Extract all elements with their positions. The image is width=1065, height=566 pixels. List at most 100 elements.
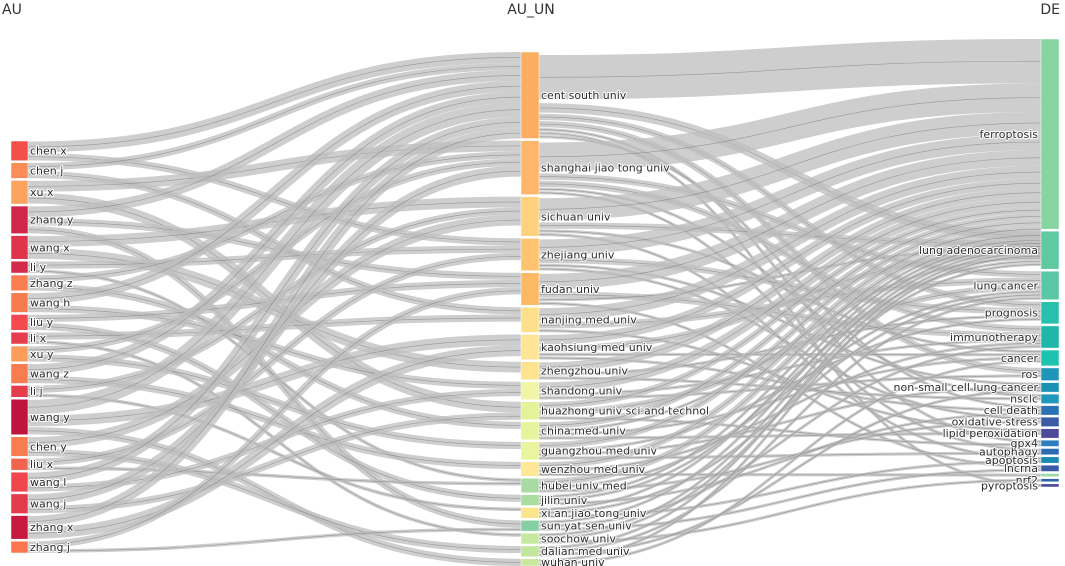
node-au-8	[10, 314, 29, 331]
link-edge-au-au-un-34	[27, 122, 522, 479]
node-au-7	[10, 292, 29, 313]
node-label-de-0: ferroptosis	[979, 128, 1038, 141]
node-au-10	[10, 345, 29, 363]
link-edge-au-un-de-7	[538, 97, 1042, 158]
link-edge-au-au-un-32	[27, 256, 522, 463]
node-label-au-un-3: zhejiang univ	[541, 248, 615, 261]
link-au-un-de-34	[538, 197, 1042, 392]
link-au-au-un-16	[27, 304, 522, 389]
link-au-un-de-20	[538, 149, 1042, 290]
node-au-un-3	[520, 238, 540, 272]
link-edge-au-un-de-56	[538, 413, 1042, 505]
node-au-un-19	[520, 558, 540, 566]
sankey-labels: chen x chen j xu x zhang y wang x li y zhang z…	[29, 88, 1039, 566]
column-title-de: DE	[1040, 2, 1060, 18]
node-au-16	[10, 471, 29, 493]
link-au-au-un-29	[27, 427, 522, 566]
link-edge-au-au-un-39	[27, 350, 522, 534]
node-au-un-11	[520, 441, 540, 461]
node-label-au-13: wang y	[30, 411, 70, 424]
link-au-au-un-38	[27, 127, 522, 527]
link-au-un-de-12	[538, 111, 1042, 221]
link-edge-au-un-de-0	[538, 60, 1042, 78]
link-au-au-un-9	[27, 196, 522, 247]
node-de-9	[1040, 405, 1060, 416]
node-label-au-un-11: guangzhou med univ	[541, 445, 658, 458]
link-au-au-un-39	[27, 345, 522, 539]
node-au-6	[10, 274, 29, 292]
link-au-un-de-66	[538, 251, 1042, 550]
node-label-au-un-0: cent south univ	[541, 89, 627, 102]
link-edge-au-au-un-26	[27, 395, 522, 510]
node-label-au-un-7: zhengzhou univ	[541, 365, 628, 378]
link-au-un-de-24	[538, 165, 1042, 321]
link-au-un-de-31	[538, 187, 1042, 372]
node-label-de-1: lung adenocarcinoma	[919, 244, 1038, 257]
link-au-un-de-0	[538, 39, 1042, 100]
node-label-au-6: zhang z	[30, 277, 73, 290]
link-edge-au-un-de-24	[538, 171, 1042, 315]
link-au-un-de-58	[538, 293, 1042, 515]
node-de-5	[1040, 349, 1060, 367]
node-label-au-19: zhang j	[30, 541, 70, 554]
node-au-5	[10, 260, 29, 274]
link-edge-au-un-de-40	[538, 216, 1042, 426]
column-title-au-un: AU_UN	[507, 2, 555, 18]
link-edge-au-un-de-54	[538, 239, 1042, 497]
node-au-un-7	[520, 361, 540, 380]
node-label-au-2: xu x	[30, 186, 54, 199]
link-edge-au-un-de-66	[538, 252, 1042, 549]
node-au-un-14	[520, 494, 540, 506]
link-au-un-de-39	[538, 416, 1042, 447]
node-label-au-1: chen j	[30, 164, 63, 177]
node-label-de-8: nsclc	[1010, 393, 1038, 406]
node-de-16	[1040, 473, 1060, 477]
node-de-13	[1040, 448, 1060, 456]
link-au-au-un-32	[27, 252, 522, 466]
node-au-11	[10, 363, 29, 384]
link-au-un-de-67	[538, 296, 1042, 553]
node-label-de-14: apoptosis	[985, 454, 1038, 467]
node-au-1	[10, 162, 29, 179]
node-de-12	[1040, 439, 1060, 447]
node-au-un-5	[520, 306, 540, 333]
link-au-au-un-34	[27, 116, 522, 484]
node-de-18	[1040, 483, 1060, 488]
node-label-au-11: wang z	[30, 367, 69, 380]
node-label-de-15: lncrna	[1004, 462, 1038, 475]
node-label-au-un-5: nanjing med univ	[541, 314, 637, 327]
link-edge-au-au-un-27	[27, 109, 522, 408]
link-edge-au-un-de-50	[538, 474, 1042, 476]
node-au-un-12	[520, 461, 540, 477]
node-label-de-9: cell death	[984, 404, 1038, 417]
link-edge-au-un-de-27	[538, 182, 1042, 341]
link-au-au-un-13	[27, 151, 522, 283]
link-au-un-de-51	[538, 232, 1042, 486]
link-edge-au-un-de-52	[538, 291, 1042, 488]
link-edge-au-au-un-15	[27, 85, 522, 299]
node-de-17	[1040, 478, 1060, 483]
node-au-un-16	[520, 520, 540, 532]
node-au-un-13	[520, 478, 540, 493]
node-label-au-0: chen x	[30, 145, 67, 158]
link-edge-au-au-un-23	[27, 96, 522, 370]
node-au-un-0	[520, 51, 540, 139]
node-de-4	[1040, 325, 1060, 349]
link-edge-au-un-de-37	[538, 209, 1042, 406]
link-edge-au-au-un-2	[27, 66, 522, 167]
node-au-15	[10, 458, 29, 471]
node-au-0	[10, 140, 29, 161]
node-label-au-16: wang l	[30, 476, 66, 489]
link-edge-au-un-de-44	[538, 222, 1042, 446]
link-edge-au-au-un-38	[27, 132, 522, 522]
node-label-de-17: nrf2	[1016, 474, 1038, 487]
node-de-11	[1040, 428, 1060, 439]
node-de-7	[1040, 382, 1060, 393]
node-label-au-un-1: shanghai jiao tong univ	[541, 161, 670, 174]
link-au-un-de-68	[538, 388, 1042, 557]
node-au-un-4	[520, 272, 540, 306]
link-au-un-de-61	[538, 344, 1042, 528]
node-label-au-14: chen y	[30, 440, 67, 453]
node-label-de-7: non-small cell lung cancer	[894, 381, 1039, 394]
node-de-10	[1040, 416, 1060, 427]
